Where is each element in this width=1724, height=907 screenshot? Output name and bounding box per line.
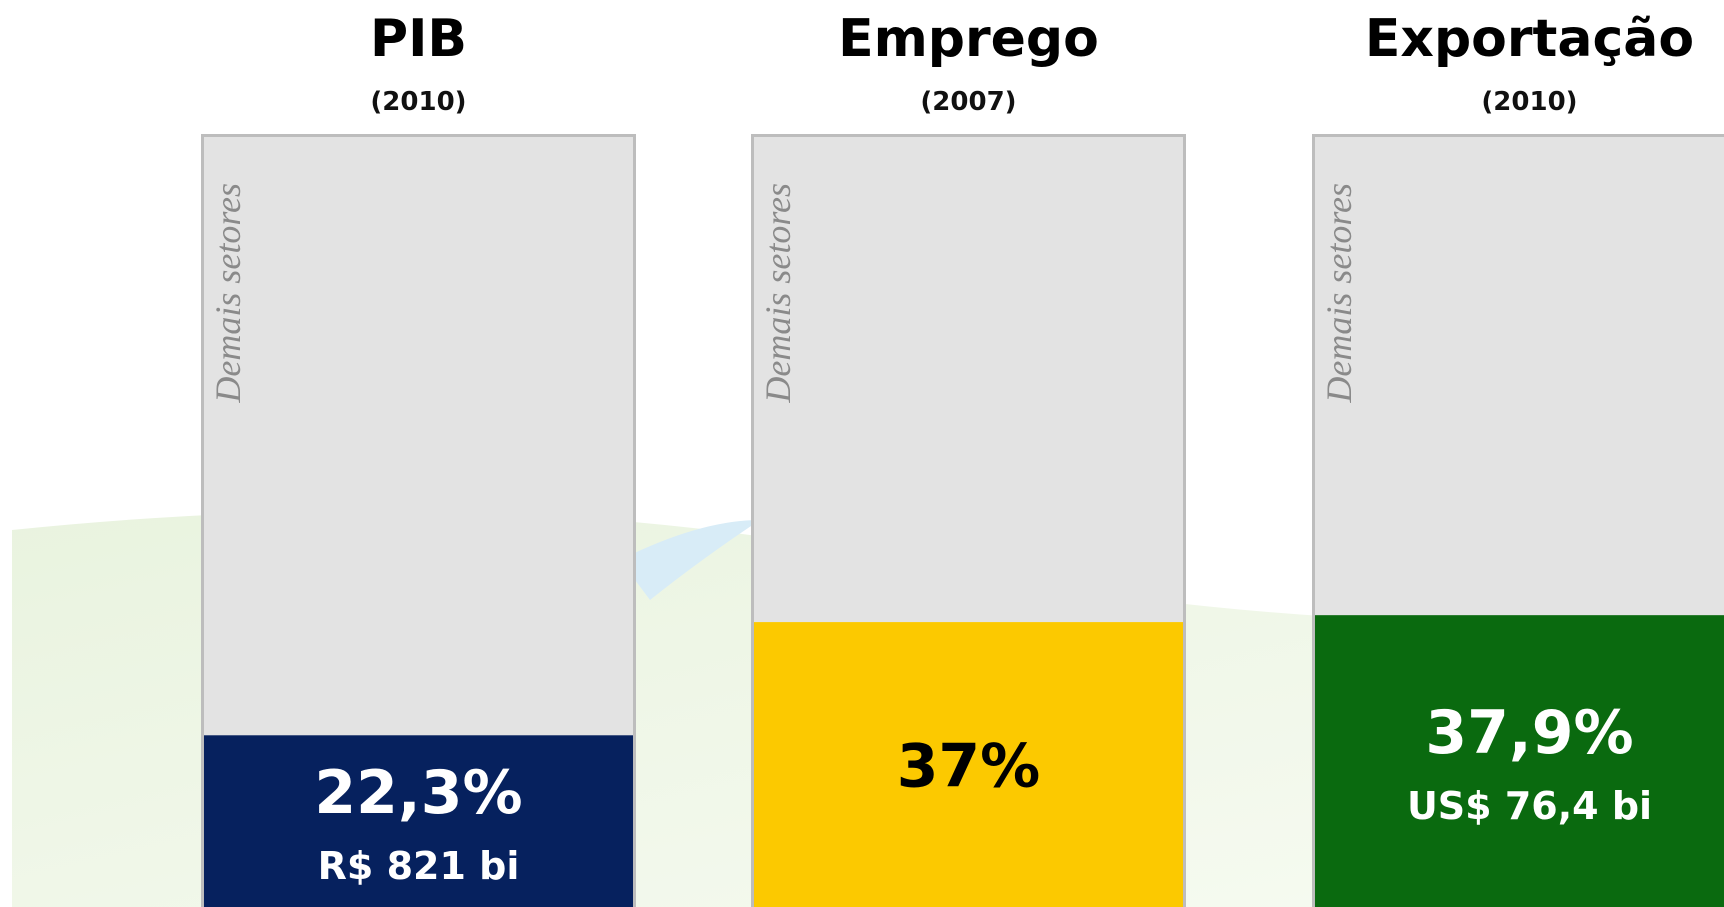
- chart-title: PIB: [370, 9, 467, 69]
- segment-label: Demais setores: [1319, 183, 1359, 404]
- segment-label: Demais setores: [758, 183, 798, 404]
- value-annotation: US$ 76,4 bi: [1407, 784, 1652, 828]
- value-label: 37%: [897, 732, 1041, 802]
- chart-subtitle: (2010): [370, 87, 466, 117]
- chart-title: Emprego: [838, 9, 1099, 69]
- chart-title: Exportação: [1365, 9, 1694, 69]
- value-label: 22,3%: [314, 758, 522, 828]
- chart-subtitle: (2007): [920, 87, 1016, 117]
- page: PIB (2010) Demais setores 22,3% R$ 821 bi Emp…: [0, 0, 1724, 907]
- value-annotation: R$ 821 bi: [318, 844, 520, 888]
- chart: PIB (2010) Demais setores 22,3% R$ 821 bi Emp…: [0, 0, 1724, 907]
- chart-subtitle: (2010): [1481, 87, 1577, 117]
- segment-label: Demais setores: [208, 183, 248, 404]
- value-label: 37,9%: [1425, 698, 1633, 768]
